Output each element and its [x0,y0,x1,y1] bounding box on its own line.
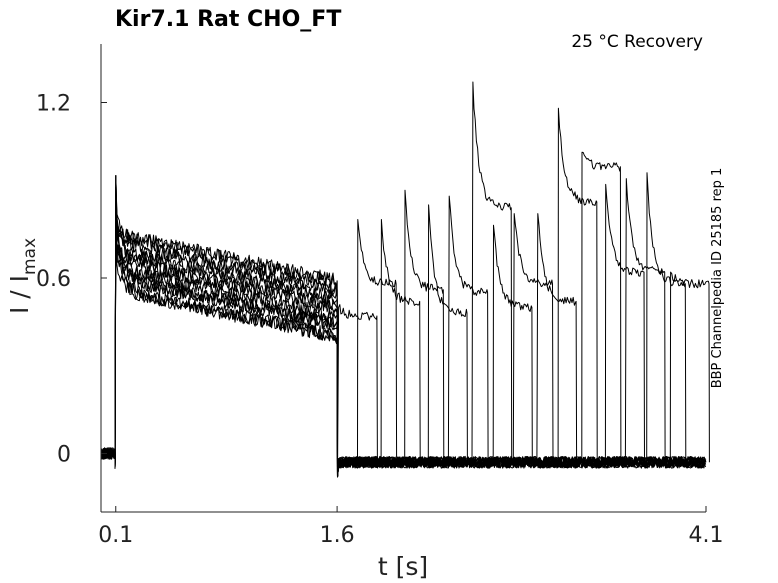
tick-group: 0.1 1.6 4.1 0 0.6 1.2 [36,92,724,549]
current-trace [100,198,706,478]
current-trace [100,178,706,478]
y-axis-label: I / Imax [5,238,40,314]
current-trace [100,175,710,478]
x-tick-label: 0.1 [98,523,133,548]
current-trace [100,210,705,478]
x-tick-label: 4.1 [689,523,724,548]
trace-group [100,81,710,478]
y-tick-label: 0.6 [36,267,71,292]
y-tick-label: 0 [57,443,71,468]
current-trace [100,213,706,478]
current-trace [100,186,707,478]
y-axis-label-sub: max [20,238,40,275]
chart-annotation: 25 °C Recovery [571,32,703,52]
current-trace [100,172,705,478]
current-trace [100,189,706,478]
x-tick-label: 1.6 [320,523,355,548]
current-trace [100,151,706,478]
y-axis-label-main: I / I [5,275,34,314]
current-trace [100,204,707,478]
chart-title: Kir7.1 Rat CHO_FT [115,7,341,32]
y-axis-label-group: I / Imax [5,238,40,314]
plot-area [100,81,710,478]
y-tick-label: 1.2 [36,92,71,117]
current-trace [100,175,707,478]
side-note: BBP Channelpedia ID 25185 rep 1 [710,168,725,389]
current-trace [100,175,706,478]
current-trace [100,198,705,478]
x-axis-label: t [s] [378,552,428,581]
side-note-group: BBP Channelpedia ID 25185 rep 1 [710,168,725,389]
current-trace [100,183,707,478]
